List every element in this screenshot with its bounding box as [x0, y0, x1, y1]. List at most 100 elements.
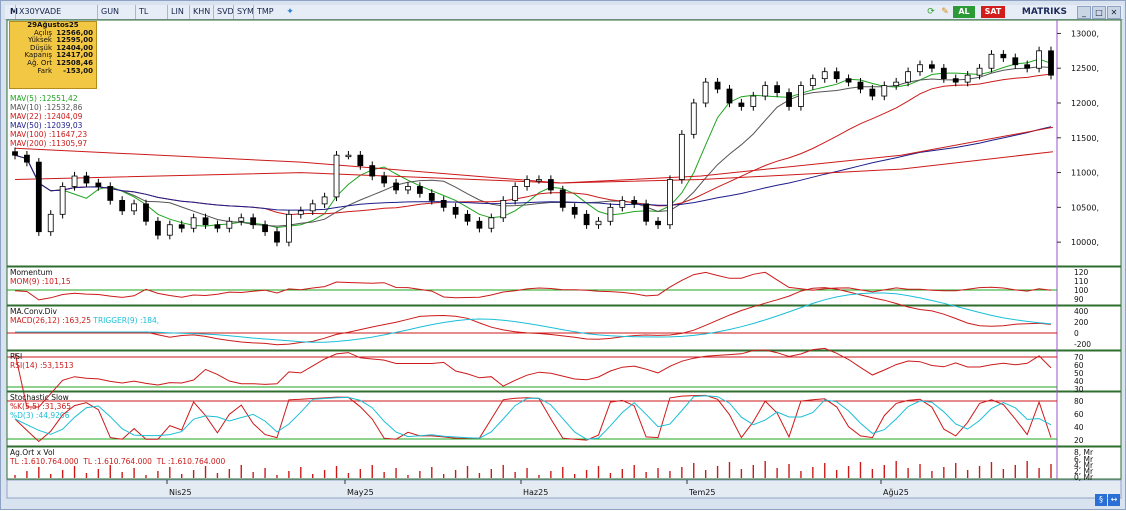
candle-body — [95, 182, 102, 187]
edit-icon[interactable]: ✎ — [941, 7, 949, 17]
candle-body — [47, 213, 54, 233]
mav5-line — [14, 58, 1052, 229]
panel-tick-label: 70 — [1074, 353, 1084, 362]
panel-tick-label: 90 — [1074, 295, 1084, 304]
khn-button[interactable]: KHN — [189, 5, 213, 19]
month-label: May25 — [347, 488, 374, 497]
tmp-button[interactable]: TMP — [253, 5, 277, 19]
candle-body — [178, 224, 185, 229]
panel-tick-label: 4, Mr — [1074, 461, 1094, 470]
refresh-icon[interactable]: ⟳ — [927, 7, 935, 17]
chart-nav[interactable]: § ↔ — [1095, 494, 1121, 506]
candle-body — [1048, 50, 1054, 76]
candle-body — [631, 199, 638, 205]
candle-body — [893, 81, 900, 87]
candle-body — [357, 154, 364, 167]
panel-tick-label: 60 — [1074, 410, 1084, 419]
candle-body — [964, 74, 971, 83]
candle-body — [12, 151, 18, 156]
candle-body — [500, 199, 507, 219]
candle-body — [559, 189, 566, 208]
volume-title: Ag.Ort x Vol — [10, 448, 55, 457]
candle-body — [607, 206, 614, 222]
candle-body — [166, 224, 173, 236]
panel-tick-label: 40 — [1074, 377, 1084, 386]
price-tick-label: 12500, — [1071, 64, 1099, 73]
twitter-icon[interactable]: ✦ — [286, 7, 294, 17]
candle-body — [297, 210, 304, 215]
month-label: Tem25 — [688, 488, 715, 497]
month-label: Ağu25 — [883, 488, 909, 497]
candle-body — [571, 206, 578, 215]
svd-button[interactable]: SVD — [213, 5, 237, 19]
panel-tick-label: 60 — [1074, 361, 1084, 370]
mav50-legend: MAV(50) :12039,03 — [10, 121, 83, 130]
macd-title: MA.Conv.Div — [10, 307, 57, 316]
brand-logo: MATRIKS — [1021, 7, 1067, 17]
minimize-icon[interactable]: _ — [1077, 6, 1091, 19]
panel-tick-label: -200 — [1074, 340, 1091, 349]
candle-body — [24, 154, 30, 163]
candle-body — [714, 81, 721, 90]
candle-body — [512, 186, 519, 201]
mav200-legend: MAV(200) :11305,97 — [10, 139, 88, 148]
buy-button[interactable]: AL — [953, 6, 975, 18]
menu-button[interactable]: M — [10, 7, 18, 16]
candle-body — [1012, 57, 1019, 66]
candle-body — [369, 165, 376, 177]
candle-body — [667, 179, 673, 226]
rsi-title: RSI — [10, 352, 23, 361]
candle-body — [738, 102, 745, 107]
candle-body — [476, 220, 483, 229]
candle-body — [952, 78, 959, 83]
momentum-legend: MOM(9) :101,15 — [10, 277, 71, 286]
lin-button[interactable]: LIN — [167, 5, 187, 19]
price-tick-label: 10000, — [1071, 238, 1099, 247]
mav100-legend: MAV(100) :11647,23 — [10, 130, 88, 139]
candle-body — [774, 85, 781, 93]
candle-body — [393, 182, 399, 191]
candle-body — [107, 186, 114, 201]
info-close-value: 12417,00 — [56, 51, 93, 60]
period-button[interactable]: GUN — [97, 5, 122, 19]
candle-body — [726, 88, 733, 104]
mav50-line — [14, 126, 1052, 211]
mav10-legend: MAV(10) :12532,86 — [10, 103, 83, 112]
close-icon[interactable]: ✕ — [1107, 6, 1121, 19]
info-high-label: Yüksek — [28, 36, 52, 45]
currency-button[interactable]: TL — [135, 5, 151, 19]
candle-body — [71, 175, 78, 187]
candle-body — [821, 71, 828, 80]
info-wavg-label: Ağ. Ort — [27, 58, 52, 67]
month-label: Haz25 — [523, 488, 548, 497]
sell-button[interactable]: SAT — [981, 6, 1005, 18]
symbol-label[interactable]: X30YVADE — [15, 5, 64, 19]
momentum-line — [14, 271, 1052, 301]
candle-body — [405, 186, 411, 191]
candle-body — [702, 81, 709, 104]
macd-line — [15, 287, 1052, 346]
scroll-icon[interactable]: ↔ — [1108, 494, 1120, 506]
candle-body — [536, 179, 542, 182]
panel-tick-label: 2, Mr — [1074, 467, 1094, 476]
macd-trigger-line — [15, 292, 1052, 343]
candle-body — [452, 206, 459, 215]
mav200-line — [14, 151, 1054, 184]
maximize-icon[interactable]: □ — [1092, 6, 1106, 19]
info-high-value: 12595,00 — [56, 36, 93, 45]
price-tick-label: 10500, — [1071, 203, 1099, 212]
candle-body — [619, 199, 626, 208]
candle-body — [321, 196, 328, 205]
candle-body — [143, 203, 149, 222]
candle-body — [881, 85, 888, 97]
candle-body — [905, 71, 912, 83]
candle-body — [833, 71, 840, 80]
candle-body — [440, 199, 447, 208]
candle-body — [583, 213, 590, 226]
candle-body — [309, 203, 316, 212]
sync-icon[interactable]: § — [1095, 494, 1107, 506]
panel-tick-label: 80 — [1074, 397, 1084, 406]
candle-body — [285, 213, 292, 243]
sym-button[interactable]: SYM — [233, 5, 257, 19]
